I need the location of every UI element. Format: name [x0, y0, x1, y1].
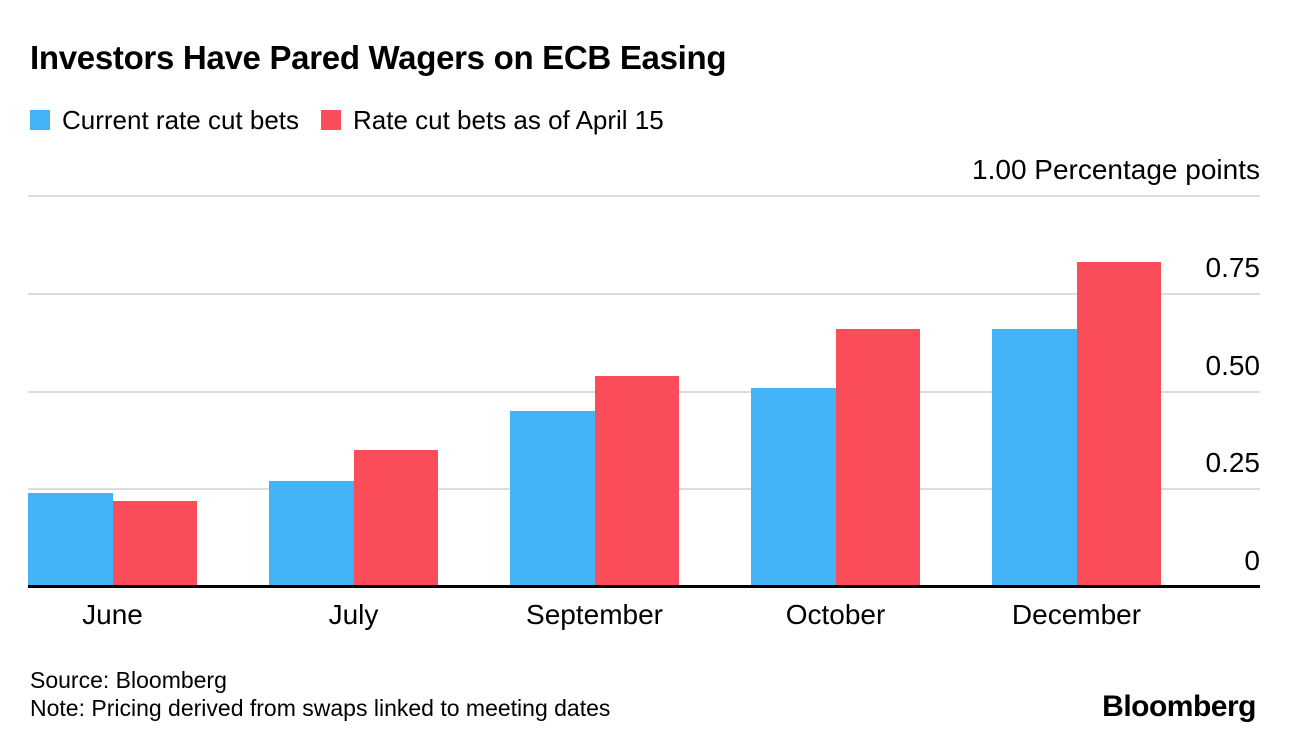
bar-june-current — [28, 493, 113, 587]
bar-december-april15 — [1076, 262, 1161, 587]
x-label-june: June — [82, 599, 143, 630]
legend-item-current: Current rate cut bets — [30, 106, 299, 134]
chart-title: Investors Have Pared Wagers on ECB Easin… — [30, 39, 727, 76]
bar-september-current — [510, 411, 595, 587]
bar-june-april15 — [112, 500, 197, 587]
bar-december-current — [992, 328, 1077, 587]
x-label-december: December — [1011, 599, 1142, 630]
bar-october-current — [751, 387, 836, 587]
bar-october-april15 — [835, 328, 920, 587]
y-tick-label-0.25: 0.25 — [1205, 447, 1261, 479]
legend-item-april: Rate cut bets as of April 15 — [321, 106, 664, 134]
chart-legend: Current rate cut bets Rate cut bets as o… — [30, 106, 686, 134]
bar-july-april15 — [353, 450, 438, 587]
bloomberg-logo: Bloomberg — [1102, 690, 1256, 723]
y-tick-label-0.5: 0.50 — [1205, 349, 1261, 381]
source-text: Source: Bloomberg — [30, 667, 227, 693]
y-tick-label-0: 0 — [1244, 545, 1260, 576]
x-label-july: July — [328, 599, 379, 630]
gridline-0.75 — [28, 292, 1260, 295]
bar-september-april15 — [594, 375, 679, 587]
bar-july-current — [269, 481, 354, 587]
x-label-september: September — [526, 599, 663, 630]
x-axis-line — [28, 585, 1260, 588]
chart-footer: Source: Bloomberg Note: Pricing derived … — [30, 666, 610, 722]
x-label-october: October — [785, 599, 886, 630]
legend-label-current: Current rate cut bets — [62, 105, 299, 135]
note-text: Note: Pricing derived from swaps linked … — [30, 695, 611, 721]
legend-swatch-red-icon — [321, 110, 341, 130]
y-tick-label-1: 1.00 Percentage points — [972, 154, 1260, 185]
y-tick-label-0.75: 0.75 — [1205, 251, 1261, 283]
legend-swatch-blue-icon — [30, 110, 50, 130]
gridline-1 — [28, 195, 1260, 197]
legend-label-april: Rate cut bets as of April 15 — [353, 105, 664, 135]
